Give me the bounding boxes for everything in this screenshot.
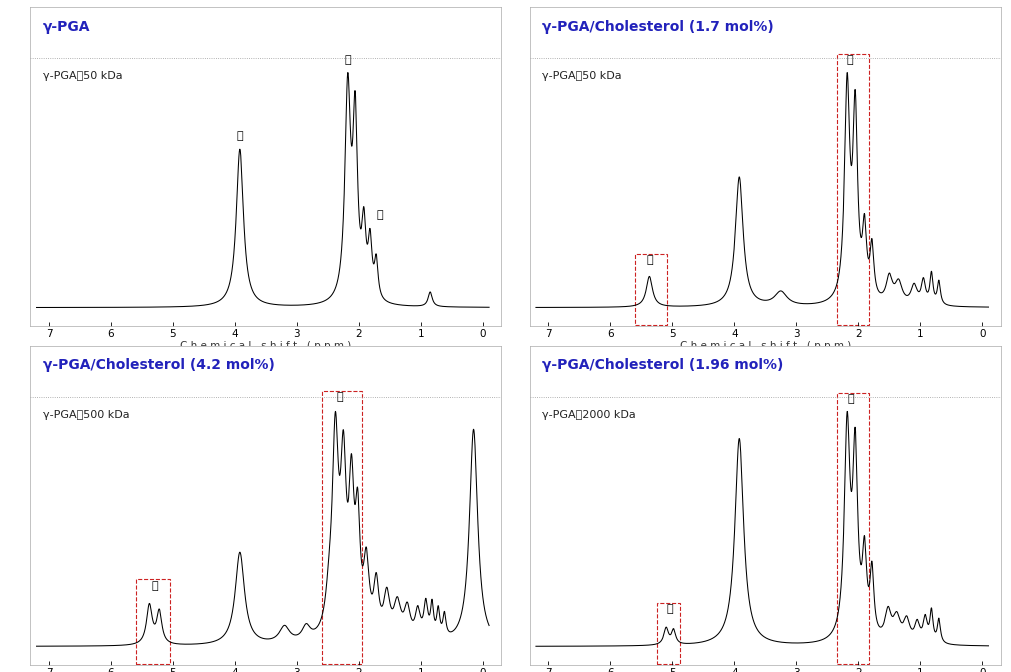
Bar [837,392,869,664]
Bar [657,603,680,664]
X-axis label: C h e m i c a l   s h i f t   ( p p m ): C h e m i c a l s h i f t ( p p m ) [180,341,352,351]
Text: ⓔ: ⓔ [151,581,158,591]
Text: ⓐ: ⓐ [345,55,351,65]
Bar [837,54,868,325]
Text: γ-PGA/Cholesterol (1.96 mol%): γ-PGA/Cholesterol (1.96 mol%) [542,358,784,372]
Text: ⓑ: ⓑ [376,210,383,220]
Text: γ-PGA：2000 kDa: γ-PGA：2000 kDa [542,409,636,419]
Text: γ-PGA: γ-PGA [42,19,90,34]
Text: ⓔ: ⓔ [646,255,653,265]
Bar [635,254,667,325]
Text: γ-PGA/Cholesterol (1.7 mol%): γ-PGA/Cholesterol (1.7 mol%) [542,19,773,34]
Bar [321,391,362,664]
Text: γ-PGA/Cholesterol (4.2 mol%): γ-PGA/Cholesterol (4.2 mol%) [42,358,275,372]
Text: ⓐ: ⓐ [337,392,344,402]
Text: γ-PGA：50 kDa: γ-PGA：50 kDa [42,71,122,81]
Text: ⓐ: ⓐ [847,55,853,65]
Text: ⓒ: ⓒ [237,131,244,141]
Text: γ-PGA：50 kDa: γ-PGA：50 kDa [542,71,622,81]
Text: γ-PGA：500 kDa: γ-PGA：500 kDa [42,409,129,419]
Text: ⓐ: ⓐ [847,394,854,404]
Bar [135,579,170,664]
Text: ⓔ: ⓔ [666,604,673,614]
X-axis label: C h e m i c a l   s h i f t   ( p p m ): C h e m i c a l s h i f t ( p p m ) [679,341,851,351]
